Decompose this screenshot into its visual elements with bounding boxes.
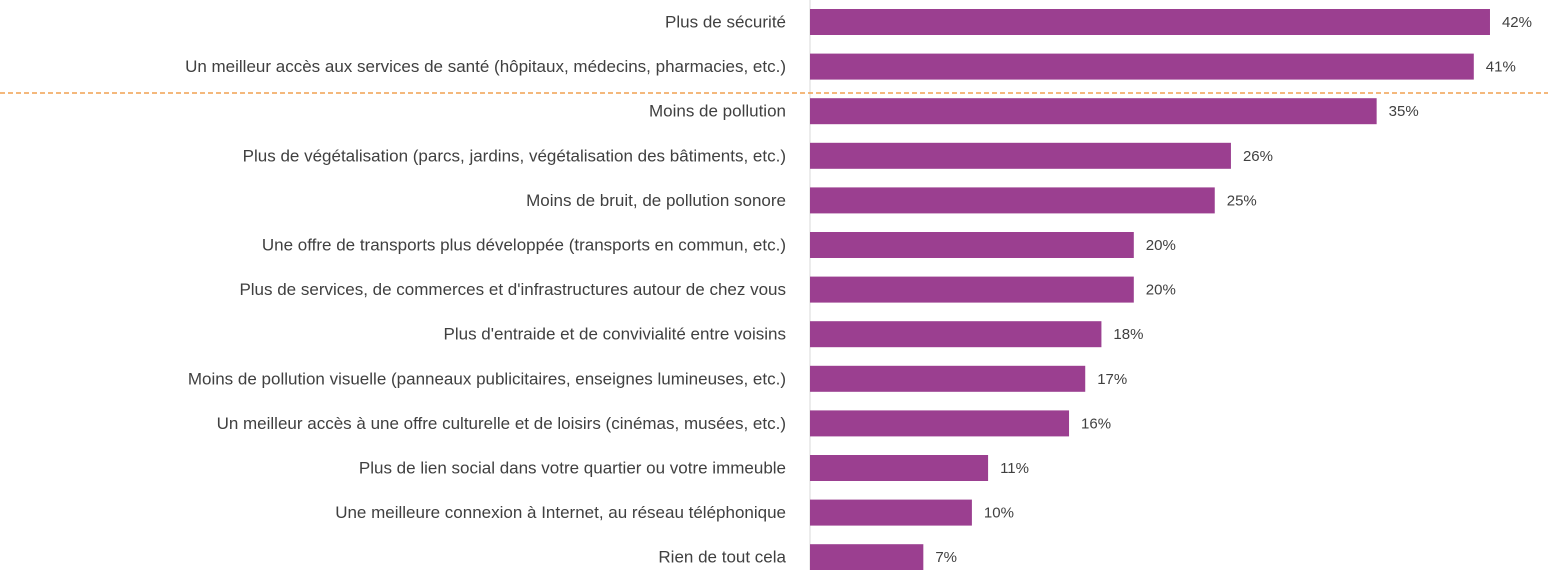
category-label: Une meilleure connexion à Internet, au r…	[335, 503, 786, 522]
value-label: 42%	[1502, 14, 1532, 31]
category-label: Plus de végétalisation (parcs, jardins, …	[243, 146, 786, 165]
value-label: 41%	[1486, 59, 1516, 76]
value-label: 26%	[1243, 148, 1273, 165]
category-label: Un meilleur accès à une offre culturelle…	[217, 414, 786, 433]
bar	[810, 9, 1490, 35]
bar	[810, 276, 1134, 303]
value-label: 16%	[1081, 415, 1111, 432]
bar	[810, 365, 1086, 392]
bar	[810, 410, 1070, 437]
value-label: 10%	[984, 505, 1014, 522]
bar	[810, 455, 989, 481]
category-label: Plus de services, de commerces et d'infr…	[239, 280, 786, 299]
category-label: Moins de bruit, de pollution sonore	[526, 191, 786, 210]
category-label: Un meilleur accès aux services de santé …	[185, 57, 786, 76]
bar	[810, 142, 1231, 169]
category-label: Une offre de transports plus développée …	[262, 235, 786, 254]
bar	[810, 232, 1134, 258]
bar	[810, 98, 1377, 125]
bar	[810, 544, 924, 570]
bar	[810, 321, 1102, 348]
category-label: Moins de pollution visuelle (panneaux pu…	[188, 369, 786, 388]
value-label: 18%	[1113, 326, 1143, 343]
value-label: 20%	[1146, 282, 1176, 299]
category-label: Plus de lien social dans votre quartier …	[359, 458, 786, 477]
value-label: 20%	[1146, 237, 1176, 254]
value-label: 35%	[1389, 103, 1419, 120]
category-label: Rien de tout cela	[658, 548, 786, 567]
bar	[810, 53, 1474, 80]
category-label: Plus de sécurité	[665, 12, 786, 31]
value-label: 7%	[935, 549, 957, 566]
value-label: 17%	[1097, 371, 1127, 388]
category-label: Moins de pollution	[649, 102, 786, 121]
value-label: 11%	[1000, 460, 1029, 477]
value-label: 25%	[1227, 192, 1257, 209]
category-label: Plus d'entraide et de convivialité entre…	[444, 325, 787, 344]
bar	[810, 499, 972, 526]
bar	[810, 187, 1215, 214]
